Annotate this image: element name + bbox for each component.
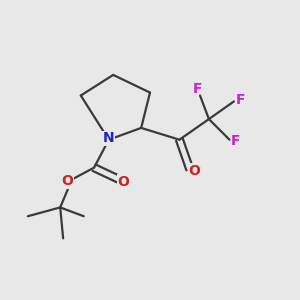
Text: N: N: [103, 131, 115, 145]
Text: F: F: [192, 82, 202, 96]
Text: O: O: [118, 175, 129, 189]
Text: O: O: [188, 164, 200, 178]
Text: O: O: [61, 174, 74, 188]
Text: F: F: [236, 93, 245, 107]
Text: F: F: [231, 134, 241, 148]
